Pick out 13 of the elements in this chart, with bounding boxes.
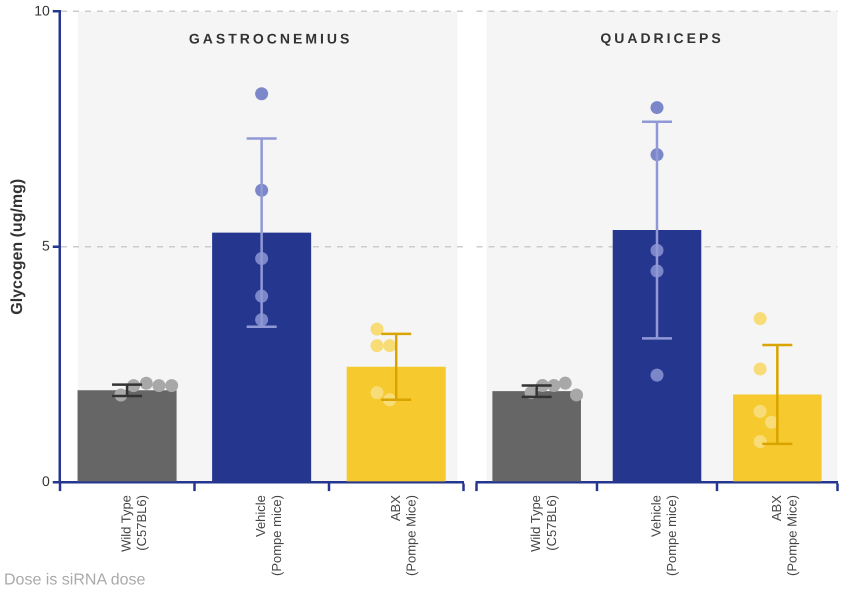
y-tick-label: 5 xyxy=(42,238,50,254)
text: GASTROCNEMIUS xyxy=(188,30,352,46)
y-tick-label: 10 xyxy=(34,2,50,18)
x-tick-label: Wild Type (C57BL6) xyxy=(118,495,150,552)
x-tick-label: ABX (Pompe Mice) xyxy=(768,494,800,576)
text: QUADRICEPS xyxy=(600,30,724,46)
y-tick-label: 0 xyxy=(42,472,50,489)
x-tick-label: ABX (Pompe Mice) xyxy=(388,494,418,576)
y-axis-title: Glycogen (ug/mg) xyxy=(9,178,26,315)
text: Dose is siRNA dose xyxy=(4,571,146,588)
x-tick-label: Vehicle (Pompe mice) xyxy=(648,495,680,576)
x-tick-label: Vehicle (Pompe mice) xyxy=(253,495,284,576)
x-tick-label: Wild Type (C57BL6) xyxy=(528,495,559,552)
